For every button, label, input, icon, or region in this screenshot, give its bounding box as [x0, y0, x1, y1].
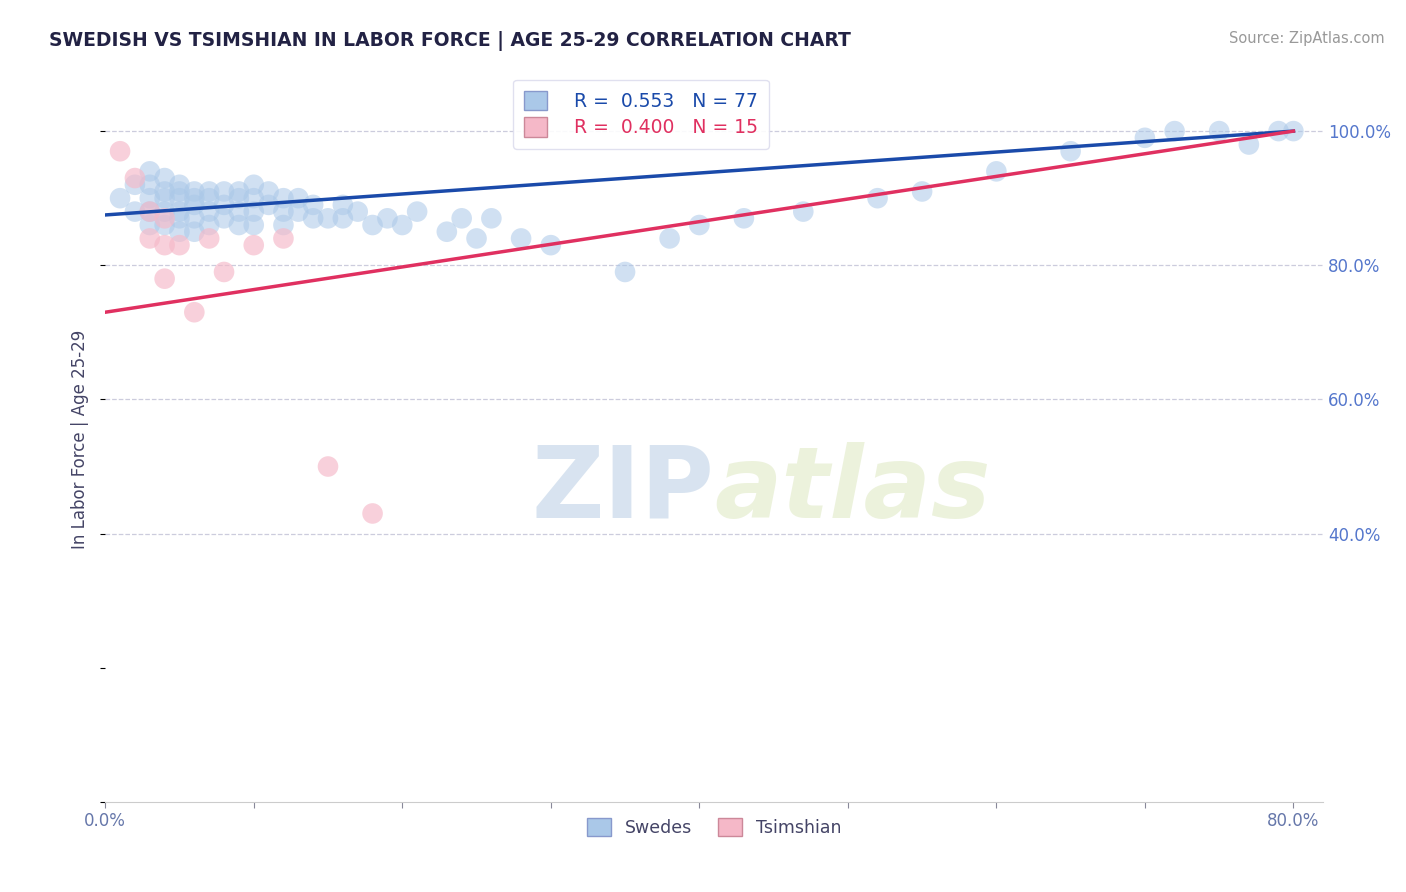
Point	[169, 185, 191, 199]
Point	[169, 225, 191, 239]
Point	[1163, 124, 1185, 138]
Point	[510, 231, 533, 245]
Point	[212, 185, 235, 199]
Point	[658, 231, 681, 245]
Point	[287, 191, 309, 205]
Point	[153, 185, 176, 199]
Point	[316, 459, 339, 474]
Point	[124, 178, 146, 192]
Point	[169, 211, 191, 226]
Point	[436, 225, 458, 239]
Point	[153, 211, 176, 226]
Point	[302, 198, 325, 212]
Point	[273, 204, 295, 219]
Point	[1208, 124, 1230, 138]
Point	[153, 191, 176, 205]
Point	[1282, 124, 1305, 138]
Point	[139, 164, 162, 178]
Point	[153, 271, 176, 285]
Point	[198, 191, 221, 205]
Point	[242, 238, 264, 252]
Point	[242, 191, 264, 205]
Point	[273, 231, 295, 245]
Point	[377, 211, 399, 226]
Point	[540, 238, 562, 252]
Point	[1237, 137, 1260, 152]
Point	[242, 218, 264, 232]
Point	[361, 218, 384, 232]
Point	[169, 191, 191, 205]
Point	[183, 198, 205, 212]
Point	[139, 204, 162, 219]
Point	[242, 204, 264, 219]
Point	[1267, 124, 1289, 138]
Point	[183, 305, 205, 319]
Point	[139, 178, 162, 192]
Point	[139, 204, 162, 219]
Point	[733, 211, 755, 226]
Point	[688, 218, 710, 232]
Point	[153, 204, 176, 219]
Point	[866, 191, 889, 205]
Point	[183, 211, 205, 226]
Point	[153, 238, 176, 252]
Y-axis label: In Labor Force | Age 25-29: In Labor Force | Age 25-29	[72, 330, 89, 549]
Point	[124, 204, 146, 219]
Point	[242, 178, 264, 192]
Point	[911, 185, 934, 199]
Point	[316, 211, 339, 226]
Point	[183, 225, 205, 239]
Point	[391, 218, 413, 232]
Point	[228, 185, 250, 199]
Point	[212, 265, 235, 279]
Point	[792, 204, 814, 219]
Point	[1059, 145, 1081, 159]
Point	[212, 211, 235, 226]
Point	[228, 191, 250, 205]
Point	[139, 191, 162, 205]
Point	[169, 238, 191, 252]
Point	[183, 191, 205, 205]
Point	[273, 191, 295, 205]
Point	[986, 164, 1008, 178]
Point	[198, 204, 221, 219]
Point	[153, 218, 176, 232]
Text: ZIP: ZIP	[531, 442, 714, 539]
Point	[332, 198, 354, 212]
Point	[212, 198, 235, 212]
Point	[361, 507, 384, 521]
Point	[346, 204, 368, 219]
Legend: Swedes, Tsimshian: Swedes, Tsimshian	[579, 812, 849, 844]
Point	[465, 231, 488, 245]
Point	[169, 204, 191, 219]
Point	[302, 211, 325, 226]
Point	[169, 178, 191, 192]
Point	[273, 218, 295, 232]
Point	[183, 185, 205, 199]
Point	[450, 211, 472, 226]
Point	[139, 218, 162, 232]
Point	[228, 218, 250, 232]
Point	[332, 211, 354, 226]
Point	[614, 265, 637, 279]
Point	[198, 185, 221, 199]
Point	[108, 191, 131, 205]
Point	[139, 231, 162, 245]
Point	[124, 171, 146, 186]
Text: SWEDISH VS TSIMSHIAN IN LABOR FORCE | AGE 25-29 CORRELATION CHART: SWEDISH VS TSIMSHIAN IN LABOR FORCE | AG…	[49, 31, 851, 51]
Point	[108, 145, 131, 159]
Point	[257, 198, 280, 212]
Text: atlas: atlas	[714, 442, 991, 539]
Point	[479, 211, 502, 226]
Point	[287, 204, 309, 219]
Point	[257, 185, 280, 199]
Point	[198, 231, 221, 245]
Point	[153, 171, 176, 186]
Point	[1133, 130, 1156, 145]
Text: Source: ZipAtlas.com: Source: ZipAtlas.com	[1229, 31, 1385, 46]
Point	[198, 218, 221, 232]
Point	[406, 204, 429, 219]
Point	[228, 204, 250, 219]
